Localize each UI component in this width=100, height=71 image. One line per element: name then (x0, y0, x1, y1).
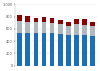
Bar (26, 33, 30, 66)
Bar (58, 20, 63, 24)
Bar (42, 17, 46, 22)
Bar (90, 26, 95, 36)
Bar (66, 36, 71, 66)
Bar (50, 23, 55, 33)
Bar (34, 22, 38, 33)
Bar (50, 18, 55, 23)
Bar (66, 26, 71, 36)
Bar (74, 19, 79, 24)
Bar (50, 33, 55, 66)
Bar (74, 24, 79, 35)
Bar (17, 33, 22, 66)
Bar (90, 36, 95, 66)
Bar (26, 16, 30, 22)
Bar (42, 33, 46, 66)
Bar (82, 25, 87, 35)
Bar (82, 19, 87, 25)
Bar (26, 22, 30, 33)
Bar (82, 35, 87, 66)
Bar (66, 22, 71, 26)
Bar (42, 22, 46, 33)
Bar (17, 15, 22, 22)
Bar (34, 33, 38, 66)
Bar (34, 18, 38, 22)
Bar (58, 24, 63, 34)
Bar (17, 22, 22, 33)
Bar (58, 34, 63, 66)
Bar (74, 35, 79, 66)
Bar (90, 22, 95, 26)
